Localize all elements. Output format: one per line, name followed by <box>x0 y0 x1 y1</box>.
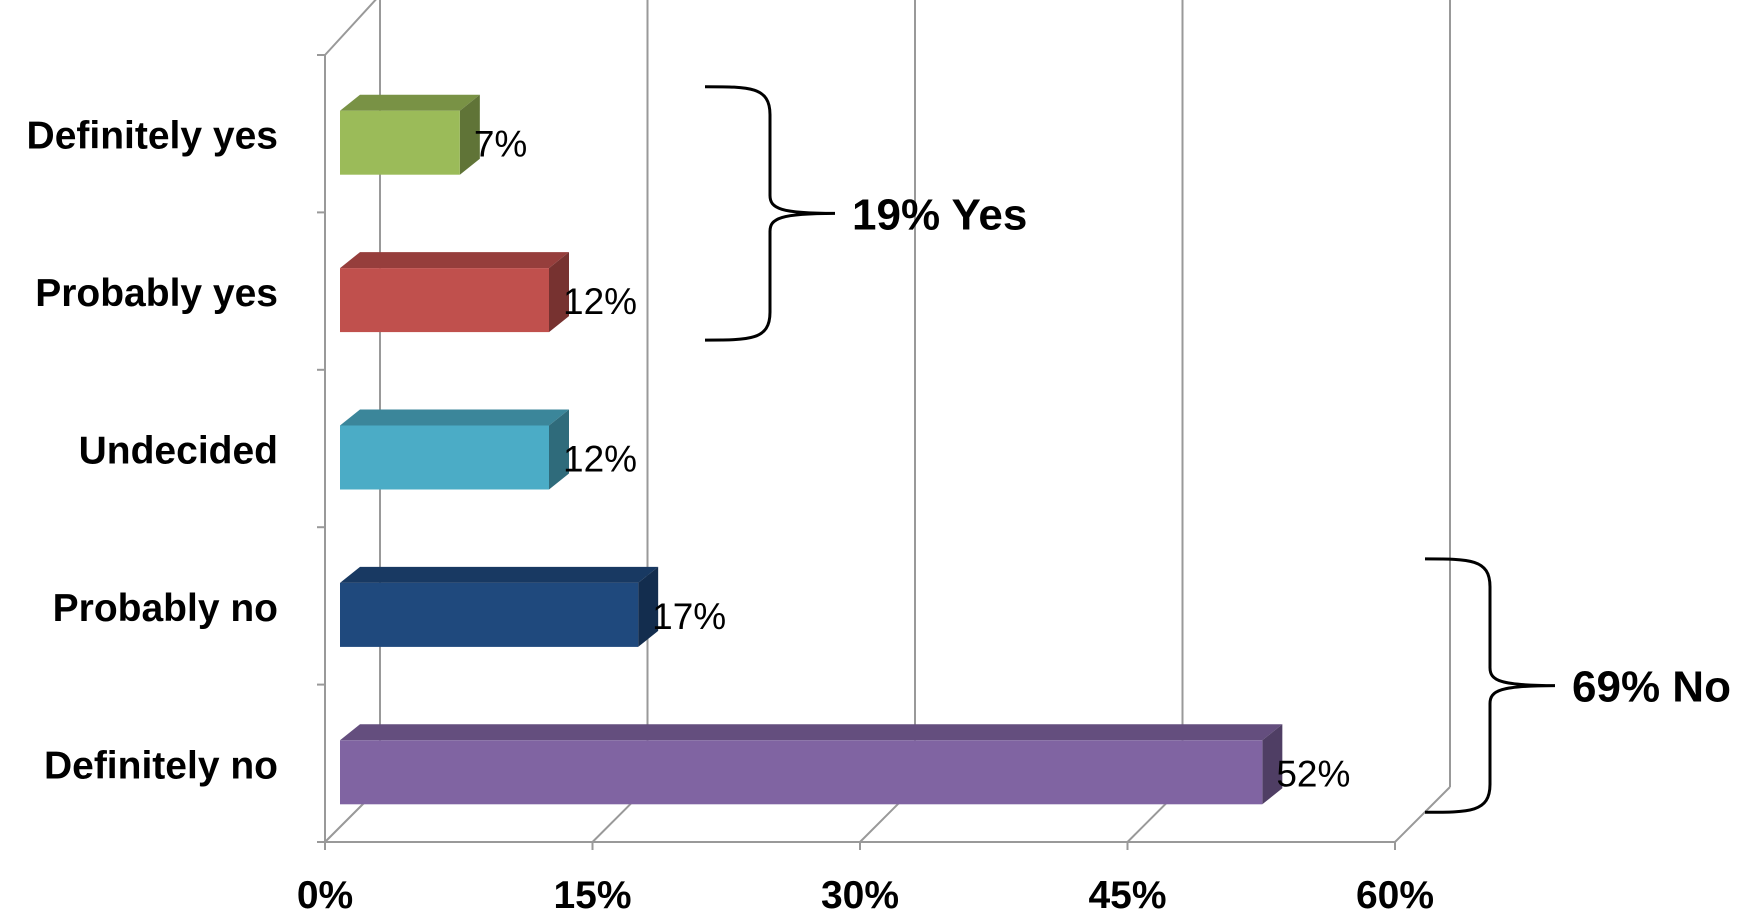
bar-top-face <box>340 409 569 426</box>
group-annotation-label: 69% No <box>1572 663 1731 712</box>
bar-front-face <box>340 268 549 333</box>
annotations-layer: 19% Yes 69% No <box>704 85 1731 814</box>
bar-front-face <box>340 425 549 490</box>
x-tick-label: 30% <box>821 874 899 917</box>
bar-top-face <box>340 566 659 583</box>
bar-undecided <box>340 409 569 490</box>
bar-top-face <box>340 252 569 269</box>
bar-probably-no <box>340 566 659 647</box>
bar-probably-yes <box>340 252 569 333</box>
bar-definitely-no <box>340 724 1283 805</box>
bar-top-face <box>340 94 480 111</box>
group-annotation-label: 19% Yes <box>852 190 1027 239</box>
bar-side-face <box>549 252 569 333</box>
bar-front-face <box>340 740 1263 805</box>
value-label: 17% <box>652 596 726 637</box>
bar-side-face <box>459 94 480 175</box>
x-tick-label: 0% <box>297 874 353 917</box>
bar-top-face <box>340 724 1283 741</box>
value-label: 12% <box>563 439 637 480</box>
x-tick-label: 45% <box>1088 874 1166 917</box>
bar-side-face <box>1262 724 1283 805</box>
x-tick-label: 15% <box>553 874 631 917</box>
bar-definitely-yes <box>340 94 480 175</box>
bars-layer <box>340 94 1283 805</box>
brace-1 <box>704 85 836 342</box>
category-label: Probably no <box>53 587 278 630</box>
x-tick-label: 60% <box>1356 874 1434 917</box>
category-label: Definitely no <box>44 744 278 787</box>
grid-layer <box>317 0 1451 850</box>
labels-layer: 0% 15% 30% 45% 60% Definitely yes 7% Probably y… <box>27 115 1434 917</box>
category-label: Definitely yes <box>27 115 278 158</box>
bar-side-face <box>549 409 569 490</box>
value-label: 7% <box>474 124 527 165</box>
value-label: 12% <box>563 281 637 322</box>
brace-2 <box>1424 557 1556 814</box>
y-axis-top-edge <box>324 0 377 56</box>
bar-front-face <box>340 582 639 647</box>
bar-side-face <box>638 566 659 647</box>
bar-front-face <box>340 110 460 175</box>
value-label: 52% <box>1276 753 1350 794</box>
category-label: Undecided <box>79 430 278 473</box>
floor-gridline-60 <box>1394 786 1451 843</box>
category-label: Probably yes <box>35 272 278 315</box>
